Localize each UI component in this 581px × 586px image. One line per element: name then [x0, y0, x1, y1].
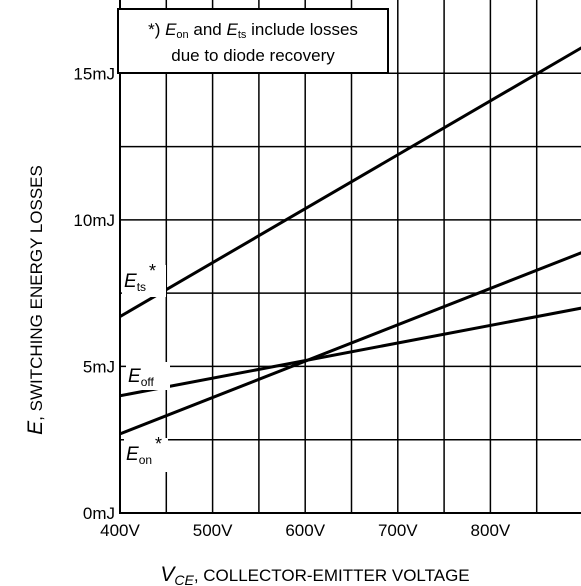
x-tick-label: 600V — [285, 521, 325, 540]
annotation-line-1: *) Eon and Ets include losses — [148, 20, 358, 41]
y-axis-title: E, SWITCHING ENERGY LOSSES — [24, 165, 47, 435]
y-tick-label: 5mJ — [83, 357, 115, 376]
y-tick-label: 0mJ — [83, 504, 115, 523]
svg-text:Eoff: Eoff — [128, 366, 154, 389]
series-lines — [119, 46, 581, 436]
svg-text:Ets*: Ets* — [124, 261, 156, 294]
annotation-box: *) Eon and Ets include losses due to dio… — [117, 8, 389, 74]
plot-frame — [119, 0, 581, 514]
y-tick-label: 15mJ — [73, 64, 115, 83]
annotation-frame — [117, 8, 389, 74]
svg-text:Eon*: Eon* — [126, 434, 162, 467]
y-tick-label: 10mJ — [73, 211, 115, 230]
series-label-eoff: Eoff — [126, 362, 170, 390]
annotation-line-2: due to diode recovery — [171, 46, 335, 65]
series-label-ets: Ets* — [122, 261, 166, 297]
series-line-ets — [119, 46, 581, 318]
x-tick-label: 500V — [193, 521, 233, 540]
x-tick-label: 700V — [378, 521, 418, 540]
series-line-eoff — [119, 306, 581, 398]
x-tick-label: 800V — [471, 521, 511, 540]
x-axis-title: VCE, COLLECTOR-EMITTER VOLTAGE — [160, 563, 469, 586]
grid — [120, 0, 581, 513]
tick-labels: 400V 500V 600V 700V 800V 0mJ 5mJ 10mJ 15mJ — [73, 64, 510, 540]
series-line-eon — [119, 251, 581, 436]
x-tick-label: 400V — [100, 521, 140, 540]
series-label-eon: Eon* — [124, 434, 168, 472]
